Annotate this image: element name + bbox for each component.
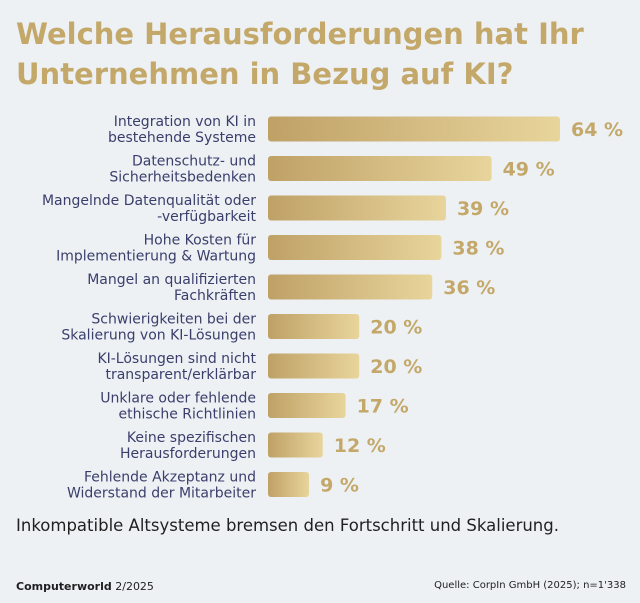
- bar: [268, 393, 346, 418]
- value-label: 12 %: [334, 435, 386, 457]
- category-label: Hohe Kosten für Implementierung & Wartung: [56, 233, 256, 265]
- value-label: 9 %: [320, 475, 359, 497]
- category-label: Unklare oder fehlende ethische Richtlinie…: [100, 391, 256, 423]
- value-label: 20 %: [370, 317, 422, 339]
- footer-brand: Computerworld: [16, 580, 112, 593]
- value-label: 38 %: [452, 238, 504, 260]
- value-label: 17 %: [357, 396, 409, 418]
- bar: [268, 353, 360, 379]
- bar: [268, 116, 560, 142]
- bar-chart: Integration von KI in bestehende Systeme 6…: [42, 114, 623, 502]
- bar: [268, 156, 492, 181]
- value-label: 20 %: [370, 356, 422, 378]
- chart-title-line-2: Unternehmen in Bezug auf KI?: [16, 57, 514, 91]
- category-label: Schwierigkeiten bei der Skalierung von KI…: [61, 312, 256, 344]
- value-label: 64 %: [571, 119, 623, 141]
- bar: [268, 314, 360, 339]
- category-label: Keine spezifischen Herausforderungen: [120, 430, 256, 462]
- bar: [268, 432, 323, 458]
- value-label: 49 %: [503, 159, 555, 181]
- chart-caption: Inkompatible Altsysteme bremsen den Fort…: [16, 516, 559, 535]
- bar: [268, 472, 310, 497]
- footer-source: Quelle: CorpIn GmbH (2025); n=1'338: [434, 580, 626, 591]
- bar: [268, 235, 442, 260]
- category-label: KI-Lösungen sind nicht transparent/erklär…: [97, 351, 256, 383]
- chart-title-line-1: Welche Herausforderungen hat Ihr: [16, 17, 584, 51]
- category-label: Mangelnde Datenqualität oder -verfügbarke…: [42, 193, 257, 225]
- category-label: Fehlende Akzeptanz und Widerstand der Mit…: [67, 470, 256, 502]
- category-label: Mangel an qualifizierten Fachkräften: [87, 272, 256, 304]
- footer-issue: 2/2025: [115, 580, 154, 593]
- category-label: Integration von KI in bestehende Systeme: [108, 114, 256, 146]
- footer-publication: Computerworld 2/2025: [16, 580, 154, 593]
- bar: [268, 274, 433, 300]
- bar: [268, 195, 446, 221]
- category-label: Datenschutz- und Sicherheitsbedenken: [109, 154, 256, 186]
- chart-title: Welche Herausforderungen hat Ihr Unterne…: [16, 14, 616, 94]
- value-label: 36 %: [443, 277, 495, 299]
- value-label: 39 %: [457, 198, 509, 220]
